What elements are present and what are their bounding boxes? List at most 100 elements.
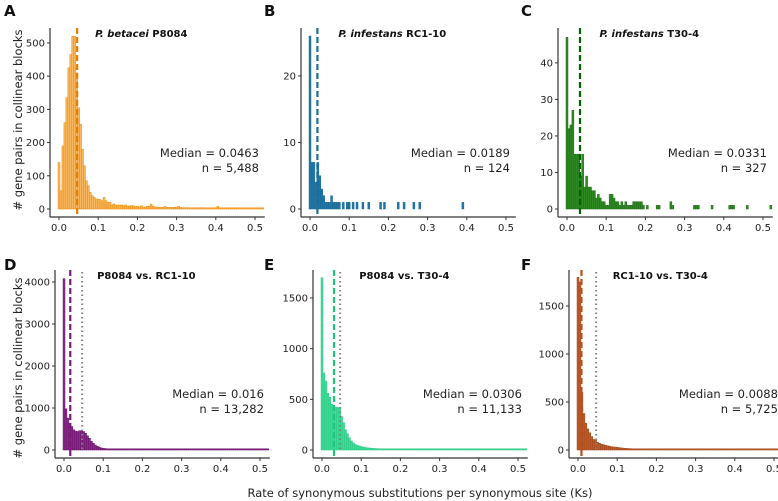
histogram-bar [381, 448, 384, 451]
histogram-bar [397, 448, 400, 451]
histogram-bar [169, 207, 172, 210]
histogram-bar [408, 448, 412, 451]
histogram-bar [698, 448, 701, 451]
n-annotation: n = 124 [464, 161, 510, 175]
histogram-bar [110, 204, 114, 210]
histogram-bar [396, 202, 400, 210]
histogram-bar [100, 200, 104, 210]
histogram-bar [78, 430, 81, 451]
histogram-bar [418, 448, 422, 451]
histogram-bar [653, 448, 656, 451]
histogram-bar [725, 448, 729, 451]
histogram-bar [149, 448, 152, 451]
histogram-bar [310, 162, 314, 210]
histogram-bar [160, 448, 164, 451]
histogram-bar [479, 448, 482, 451]
histogram-bar [764, 448, 768, 451]
histogram-bar [247, 448, 250, 451]
histogram-bar [211, 448, 215, 451]
median-annotation: Median = 0.0088 [679, 387, 778, 401]
histogram-bar [100, 447, 103, 451]
histogram-bar [757, 448, 760, 451]
histogram-bar [179, 207, 182, 210]
histogram-bar [588, 432, 591, 451]
histogram-bar [637, 448, 640, 451]
histogram-bar [465, 448, 469, 451]
histogram-bar [604, 444, 607, 451]
histogram-bar [670, 448, 674, 451]
histogram-bar [641, 448, 644, 451]
histogram-bar [161, 207, 165, 210]
histogram-bar [414, 448, 418, 451]
y-tick-label: 3000 [25, 319, 50, 330]
histogram-bar [522, 448, 526, 451]
x-tick-label: 0.1 [353, 464, 369, 475]
histogram-bar [666, 448, 670, 451]
histogram-bar [80, 430, 83, 451]
histogram-bar [229, 448, 232, 451]
histogram-bar [122, 205, 125, 210]
histogram-bar [569, 124, 573, 210]
histogram-bar [520, 448, 524, 451]
histogram-bar [198, 448, 201, 451]
histogram-bar [467, 448, 471, 451]
panel-a: 0 100 200 300 400 500 0.0 0.1 0.2 0.3 0.4 0.5 A P. be… [4, 2, 265, 234]
histogram-bar [586, 428, 590, 451]
histogram-bar [174, 448, 177, 451]
histogram-bar [682, 448, 686, 451]
histogram-bar [663, 448, 666, 451]
y-tick-label: 200 [26, 138, 45, 149]
histogram-bar [101, 448, 105, 451]
histogram-bar [264, 448, 268, 451]
histogram-bar [505, 448, 508, 451]
n-annotation: n = 11,133 [457, 402, 521, 416]
histogram-bar [86, 435, 89, 451]
histogram-bar [255, 207, 259, 210]
histogram-bar [737, 448, 740, 451]
x-tick-label: 0.3 [174, 464, 190, 475]
histogram-bar [690, 448, 693, 451]
histogram-bar [243, 207, 247, 210]
histogram-bar [96, 445, 99, 451]
histogram-bar [196, 448, 199, 451]
histogram-bar [448, 448, 451, 451]
histogram-bar [191, 207, 194, 210]
histogram-bar [635, 448, 639, 451]
panel-c: 0 10 20 30 40 0.0 0.1 0.2 0.3 0.4 0.5 C P. infestans… [521, 2, 773, 234]
histogram-bar [250, 448, 254, 451]
panel-title: P. infestans RC1-10 [338, 29, 446, 40]
histogram-bar [207, 448, 211, 451]
histogram-bar [233, 448, 236, 451]
panel-title-strain: P8084 vs. RC1-10 [97, 271, 195, 282]
histogram-bar [661, 448, 664, 451]
histogram-bar [625, 448, 629, 451]
histogram-bar [377, 448, 381, 451]
x-tick-label: 0.3 [688, 464, 704, 475]
y-tick-label: 500 [545, 397, 564, 408]
histogram-bar [96, 198, 100, 210]
n-annotation: n = 327 [721, 161, 767, 175]
histogram-bar [440, 448, 443, 451]
histogram-bar [131, 448, 134, 451]
histogram-bar [155, 206, 159, 210]
x-axis-label: Rate of synonymous substitutions per syn… [248, 486, 593, 500]
histogram-bar [330, 404, 334, 451]
histogram-bar [198, 207, 202, 210]
histogram-bar [755, 448, 758, 451]
histogram-bar [601, 201, 604, 210]
histogram-bar [743, 448, 746, 451]
histogram-bar [196, 207, 200, 210]
histogram-bar [84, 432, 87, 451]
histogram-bar [501, 448, 504, 451]
histogram-bar [567, 128, 571, 210]
histogram-bar [618, 205, 622, 210]
histogram-bar [733, 448, 737, 451]
histogram-bar [359, 446, 363, 451]
histogram-bar [115, 448, 119, 451]
histogram-bar [176, 448, 179, 451]
histogram-bar [187, 207, 190, 210]
histogram-bar [616, 201, 620, 210]
histogram-bar [491, 448, 494, 451]
histogram-bar [450, 448, 453, 451]
histogram-bar [634, 201, 637, 210]
